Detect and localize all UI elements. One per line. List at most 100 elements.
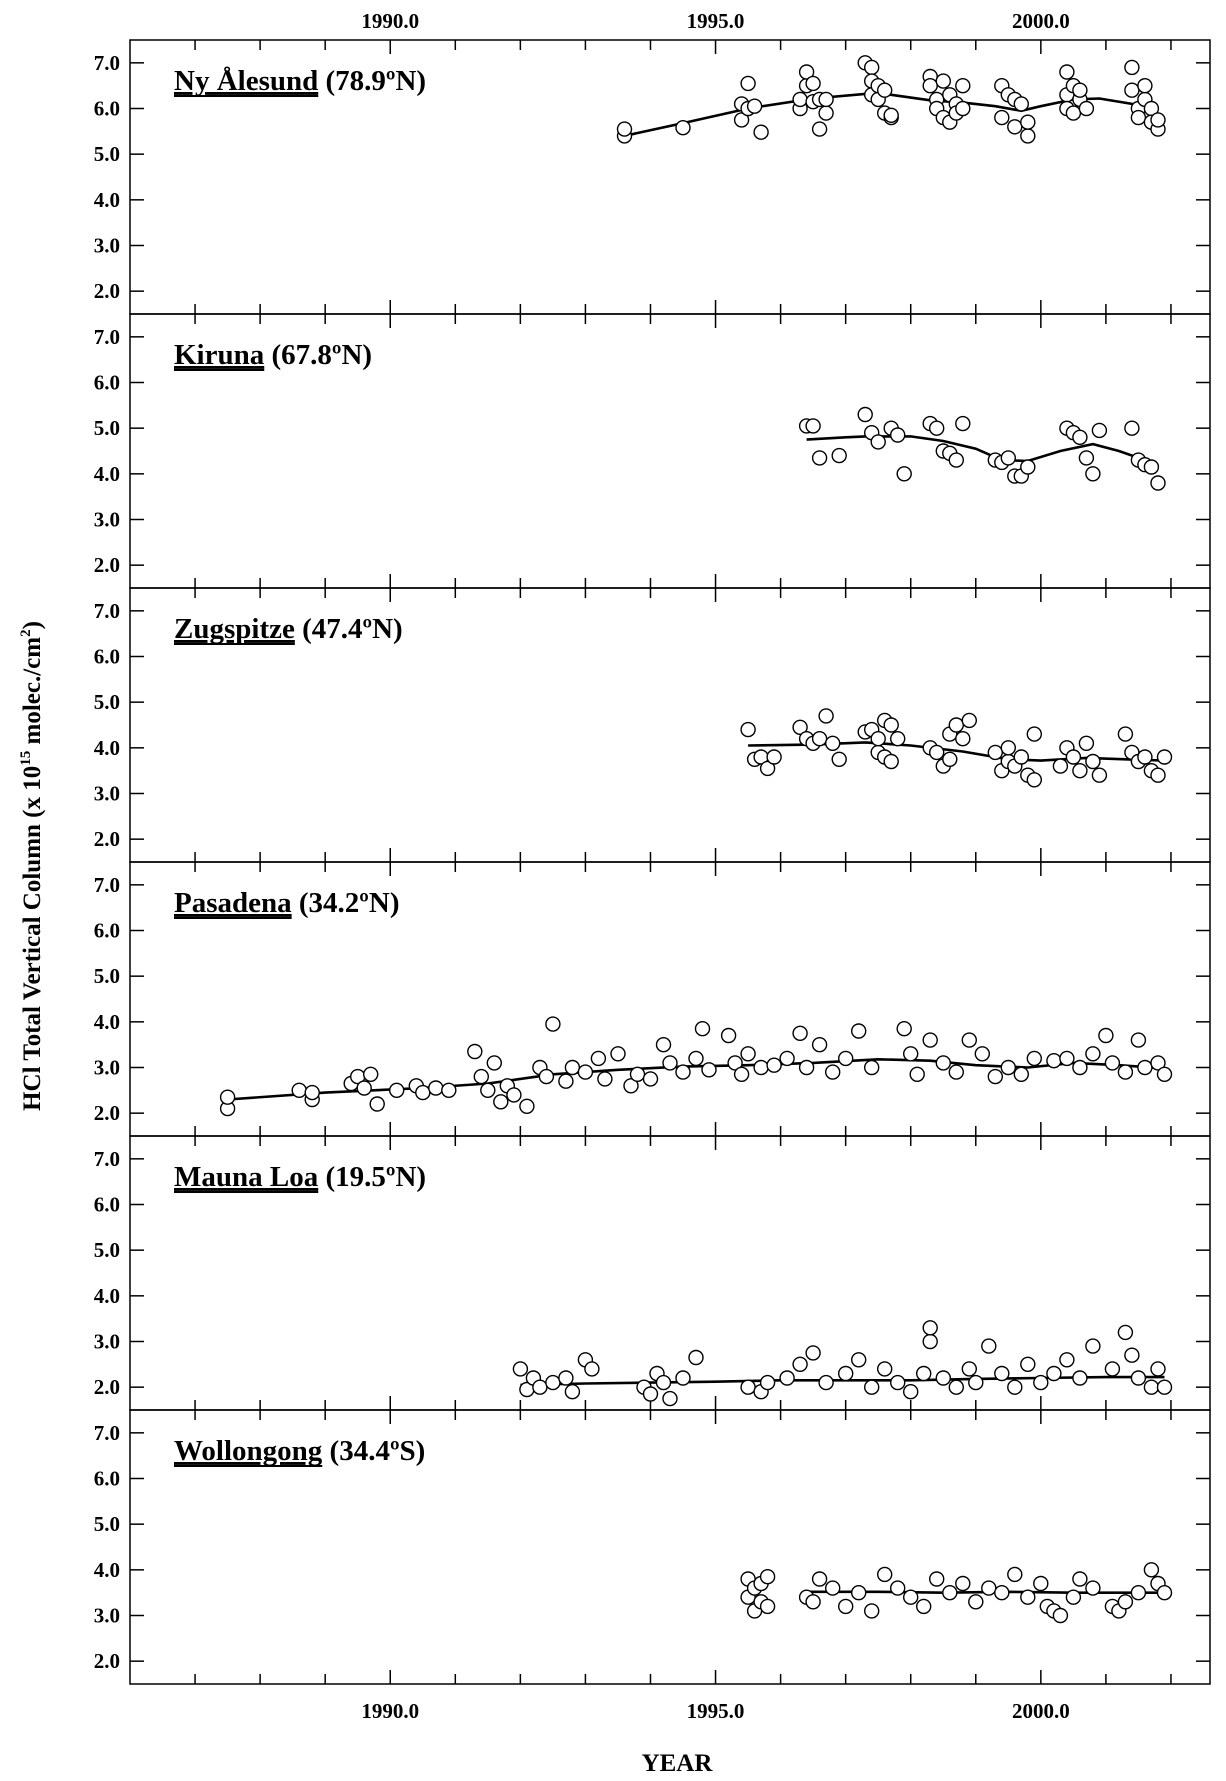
data-point xyxy=(851,1352,867,1368)
y-tick-label: 7.0 xyxy=(94,51,120,75)
y-tick-label: 3.0 xyxy=(94,508,120,532)
y-tick-label: 2.0 xyxy=(94,1649,120,1673)
data-point xyxy=(851,1584,867,1601)
data-point xyxy=(994,1584,1010,1601)
data-point xyxy=(642,1386,659,1402)
data-point xyxy=(1156,749,1173,765)
data-point xyxy=(896,466,912,482)
data-point xyxy=(968,1374,984,1391)
data-point xyxy=(642,1071,659,1087)
data-point xyxy=(935,1370,951,1386)
station-name: Mauna Loa xyxy=(174,1161,319,1193)
data-point xyxy=(929,420,945,436)
y-tick-label: 6.0 xyxy=(94,645,120,669)
data-point xyxy=(903,1046,919,1062)
data-point xyxy=(825,1064,841,1080)
x-tick-label: 1990.0 xyxy=(361,9,419,33)
data-point xyxy=(740,721,756,738)
data-point xyxy=(1046,1052,1062,1069)
data-point xyxy=(519,1098,535,1115)
data-point xyxy=(1052,1607,1069,1624)
data-point xyxy=(798,1059,815,1076)
data-point xyxy=(903,1383,919,1400)
data-point xyxy=(1052,758,1069,774)
data-point xyxy=(981,1338,997,1354)
data-point xyxy=(961,1361,977,1377)
data-point xyxy=(916,1598,932,1615)
data-point xyxy=(1059,64,1075,80)
y-axis-title: HCl Total Vertical Column (x 1015 molec.… xyxy=(18,621,46,1111)
data-point xyxy=(662,1055,678,1071)
data-point xyxy=(1020,1356,1036,1373)
data-point xyxy=(1130,1370,1147,1386)
data-point xyxy=(1059,1050,1075,1067)
data-point xyxy=(922,1032,938,1048)
x-tick-label: 1995.0 xyxy=(687,1699,745,1723)
station-name: Zugspitze xyxy=(174,613,295,645)
data-point xyxy=(890,1580,906,1596)
data-point xyxy=(480,1082,496,1099)
data-point xyxy=(792,1025,808,1042)
panel-frame xyxy=(129,1409,1211,1685)
data-point xyxy=(415,1084,431,1101)
data-point xyxy=(1013,96,1029,112)
data-point xyxy=(890,1374,906,1391)
y-tick-label: 5.0 xyxy=(94,964,120,988)
data-point xyxy=(1033,1575,1049,1592)
y-tick-label: 7.0 xyxy=(94,325,120,349)
panels: 2.0 3.0 4.0 5.0 6.0 7.0 1990.0 1995.0 2000.0 Ny Å… xyxy=(94,9,1211,1723)
y-tick-label: 7.0 xyxy=(94,873,120,897)
data-point xyxy=(1104,1361,1121,1377)
y-tick-label: 4.0 xyxy=(94,462,120,486)
data-point xyxy=(428,1080,444,1096)
y-tick-label: 4.0 xyxy=(94,1010,120,1034)
y-tick-label: 3.0 xyxy=(94,1330,120,1354)
data-point xyxy=(1098,1027,1114,1044)
data-point xyxy=(356,1080,372,1096)
data-point xyxy=(883,753,899,770)
data-point xyxy=(759,760,776,777)
y-tick-label: 2.0 xyxy=(94,553,120,577)
data-point xyxy=(610,1046,626,1062)
station-name: Ny Ålesund xyxy=(174,65,318,97)
station-name: Wollongong xyxy=(174,1435,323,1467)
data-point xyxy=(597,1071,613,1087)
station-latitude: (19.5ºN) xyxy=(318,1161,426,1193)
data-point xyxy=(935,73,951,89)
data-point xyxy=(1046,1365,1062,1382)
data-point xyxy=(811,731,828,747)
y-tick-label: 4.0 xyxy=(94,1558,120,1582)
panel-mauna-loa: 2.0 3.0 4.0 5.0 6.0 7.0 Mauna Loa (19.5ºN) xyxy=(94,1135,1211,1411)
data-point xyxy=(1072,763,1088,779)
station-label: Wollongong (34.4ºS) xyxy=(174,1435,425,1467)
data-point xyxy=(831,751,847,767)
data-point xyxy=(877,82,893,98)
data-point xyxy=(1085,1580,1101,1596)
data-point xyxy=(1117,726,1134,742)
data-point xyxy=(779,1370,795,1386)
data-point xyxy=(1130,1584,1147,1601)
y-tick-label: 4.0 xyxy=(94,1284,120,1308)
x-tick-label: 1990.0 xyxy=(361,1699,419,1723)
data-point xyxy=(1124,82,1140,98)
data-point xyxy=(948,452,964,468)
data-point xyxy=(759,1568,776,1585)
data-point xyxy=(545,1016,561,1032)
data-point xyxy=(545,1374,561,1391)
data-point xyxy=(987,1068,1003,1085)
y-tick-label: 3.0 xyxy=(94,234,120,258)
data-point xyxy=(961,1032,977,1048)
data-point xyxy=(811,450,828,466)
trend-line xyxy=(806,435,1159,466)
data-point xyxy=(864,1603,880,1619)
data-point xyxy=(916,1365,932,1382)
data-point xyxy=(955,731,971,747)
data-point xyxy=(1085,753,1101,770)
data-point xyxy=(1130,1032,1147,1048)
data-point xyxy=(805,1345,821,1361)
data-point xyxy=(1007,1566,1023,1583)
y-tick-label: 7.0 xyxy=(94,1147,120,1171)
data-point xyxy=(955,100,971,117)
data-point xyxy=(1059,1352,1075,1368)
